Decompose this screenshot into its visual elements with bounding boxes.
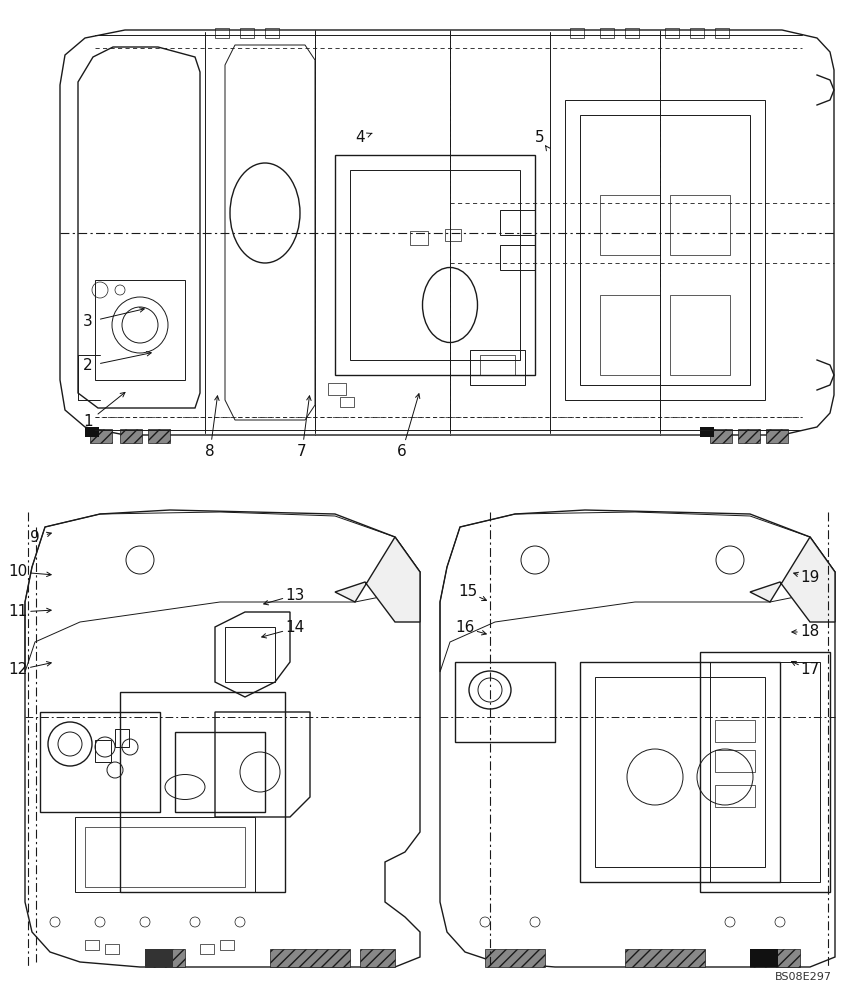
Text: 14: 14 — [285, 620, 305, 636]
Bar — [95, 280, 185, 380]
Bar — [750, 949, 778, 967]
Bar — [710, 429, 732, 443]
Bar — [665, 28, 679, 38]
Bar — [750, 949, 800, 967]
Text: 11: 11 — [8, 604, 28, 619]
Bar — [670, 295, 730, 375]
Bar — [500, 210, 535, 235]
Bar — [148, 429, 170, 443]
Bar — [670, 195, 730, 255]
Text: 19: 19 — [800, 570, 820, 585]
Bar — [700, 652, 830, 892]
Bar — [580, 115, 750, 385]
Bar — [715, 750, 755, 772]
Polygon shape — [750, 537, 835, 622]
Bar — [570, 28, 584, 38]
Bar — [410, 231, 428, 245]
Text: 13: 13 — [285, 587, 305, 602]
Text: 2: 2 — [84, 359, 93, 373]
Text: 5: 5 — [535, 130, 545, 145]
Bar — [265, 28, 279, 38]
Bar — [715, 28, 729, 38]
Bar — [175, 732, 265, 812]
Bar — [766, 429, 788, 443]
Bar — [105, 944, 119, 954]
Bar — [95, 740, 111, 762]
Bar — [738, 429, 760, 443]
Bar — [595, 677, 765, 867]
Bar — [240, 28, 254, 38]
Bar — [85, 940, 99, 950]
Bar — [565, 100, 765, 400]
Bar — [580, 662, 780, 882]
Bar — [145, 949, 185, 967]
Bar — [350, 170, 520, 360]
Bar — [85, 827, 245, 887]
Bar — [200, 944, 214, 954]
Text: 10: 10 — [8, 564, 28, 580]
Bar — [480, 355, 515, 375]
Bar — [715, 720, 755, 742]
Polygon shape — [335, 537, 420, 622]
Bar — [625, 949, 705, 967]
Bar — [270, 949, 350, 967]
Bar — [455, 662, 555, 742]
Bar — [470, 350, 525, 385]
Bar — [710, 662, 820, 882]
Bar — [120, 429, 142, 443]
Text: 8: 8 — [205, 444, 215, 460]
Text: 7: 7 — [297, 444, 307, 460]
Bar — [115, 729, 129, 747]
Bar — [145, 949, 173, 967]
Bar — [690, 28, 704, 38]
Bar — [500, 245, 535, 270]
Bar — [215, 28, 229, 38]
Bar — [328, 383, 346, 395]
Bar — [220, 940, 234, 950]
Text: 1: 1 — [84, 414, 93, 430]
Text: 16: 16 — [455, 620, 474, 636]
Bar — [600, 295, 660, 375]
Bar — [85, 427, 99, 437]
Bar — [715, 785, 755, 807]
Bar — [335, 155, 535, 375]
Text: 18: 18 — [800, 624, 820, 640]
Bar — [600, 195, 660, 255]
Bar — [40, 712, 160, 812]
Text: 9: 9 — [30, 530, 40, 546]
Bar — [340, 397, 354, 407]
Text: 17: 17 — [800, 662, 820, 678]
Bar — [120, 692, 285, 892]
Bar — [700, 427, 714, 437]
Bar — [445, 229, 461, 241]
Bar — [225, 627, 275, 682]
Bar — [75, 817, 255, 892]
Bar — [90, 429, 112, 443]
Bar — [600, 28, 614, 38]
Text: BS08E297: BS08E297 — [775, 972, 832, 982]
Text: 15: 15 — [458, 584, 478, 599]
Text: 6: 6 — [398, 444, 407, 460]
Bar — [485, 949, 545, 967]
Text: 12: 12 — [8, 662, 28, 678]
Text: 3: 3 — [83, 314, 93, 330]
Text: 4: 4 — [355, 130, 365, 145]
Bar — [625, 28, 639, 38]
Bar — [360, 949, 395, 967]
